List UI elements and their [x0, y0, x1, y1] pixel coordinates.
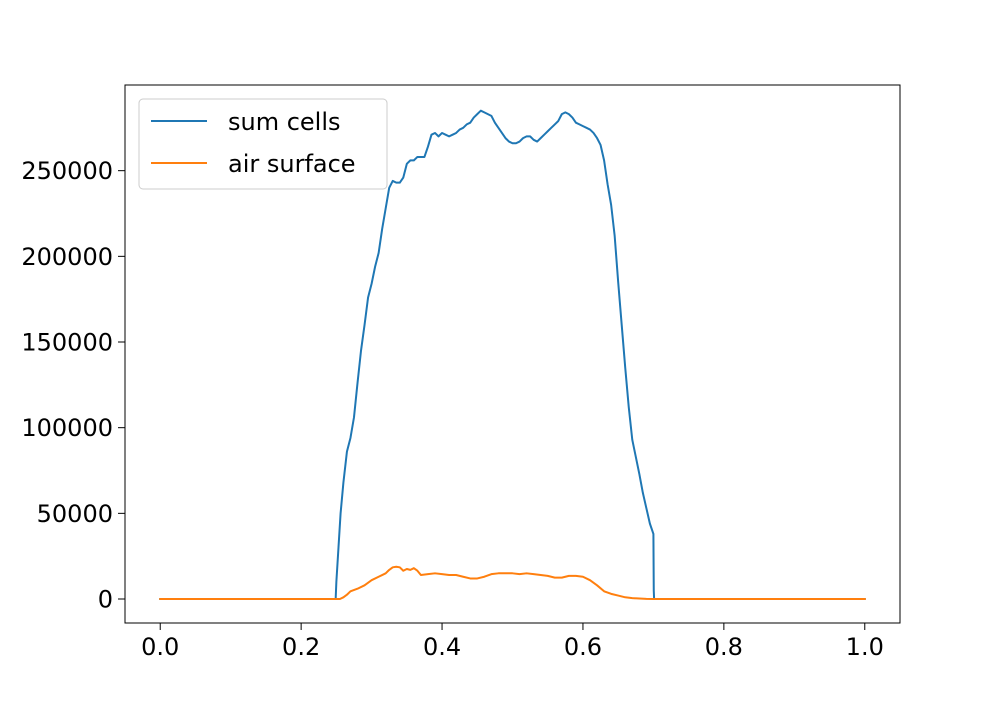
series-layer — [159, 109, 866, 601]
x-tick-label: 0.0 — [141, 633, 179, 661]
x-axis: 0.0 0.2 0.4 0.6 0.8 1.0 — [141, 623, 884, 661]
y-tick-label: 250000 — [21, 157, 113, 185]
series-line-1 — [159, 109, 866, 601]
y-tick-label: 100000 — [21, 414, 113, 442]
y-tick-label: 50000 — [37, 500, 113, 528]
plot-frame — [124, 84, 901, 624]
x-tick-label: 0.2 — [282, 633, 320, 661]
x-tick-label: 1.0 — [846, 633, 884, 661]
y-tick-label: 0 — [98, 586, 113, 614]
legend-label: air surface — [228, 150, 356, 178]
y-axis: 0 50000 100000 150000 200000 250000 — [21, 157, 125, 614]
y-tick-label: 200000 — [21, 243, 113, 271]
legend: sum cells air surface — [138, 98, 388, 190]
y-tick-label: 150000 — [21, 329, 113, 357]
series-line-2 — [159, 565, 866, 601]
x-tick-label: 0.8 — [705, 633, 743, 661]
x-tick-label: 0.4 — [423, 633, 461, 661]
legend-label: sum cells — [228, 108, 341, 136]
x-tick-label: 0.6 — [564, 633, 602, 661]
